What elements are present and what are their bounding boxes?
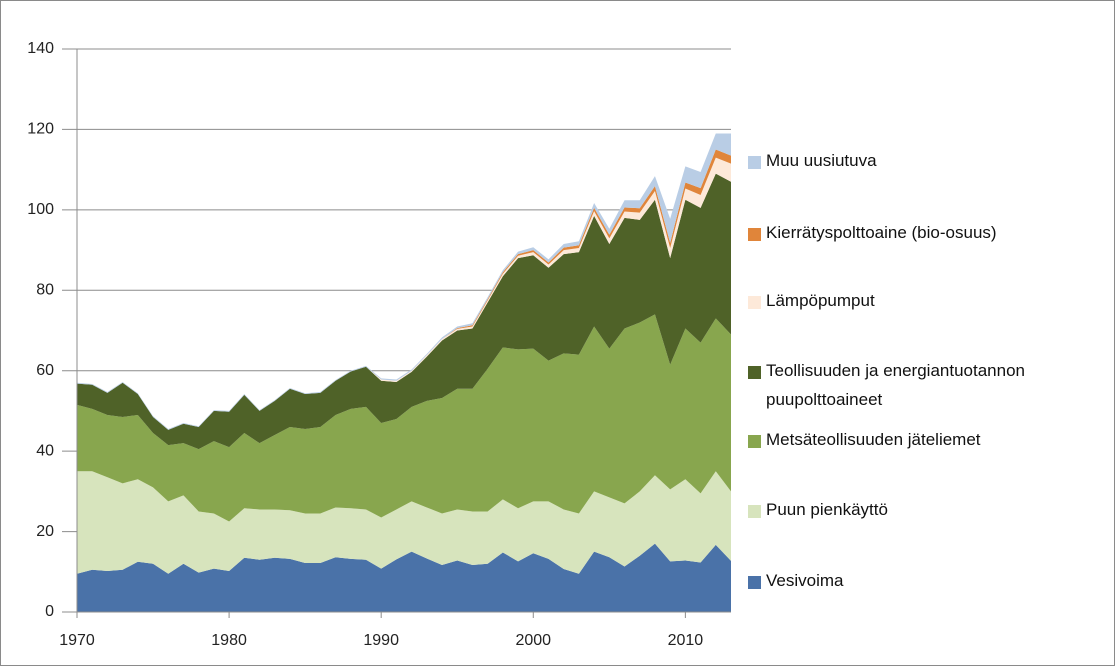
y-tick-label: 60: [36, 362, 54, 379]
legend-label: Vesivoima: [766, 571, 844, 590]
area: [77, 173, 731, 450]
legend-swatch: [748, 296, 761, 309]
legend-swatch: [748, 228, 761, 241]
legend-item: Kierrätyspolttoaine (bio-osuus): [748, 223, 1111, 247]
y-tick-label: 120: [27, 121, 54, 138]
area: [77, 543, 731, 612]
legend-item: Puun pienkäyttö: [748, 500, 1111, 524]
area: [77, 314, 731, 522]
y-tick-label: 140: [27, 40, 54, 57]
legend-label: Metsäteollisuuden jäteliemet: [766, 430, 981, 449]
legend-swatch: [748, 435, 761, 448]
legend-item: Muu uusiutuva: [748, 151, 1111, 175]
legend-label: Teollisuuden ja energiantuotannon puupol…: [766, 361, 1025, 409]
area: [77, 133, 731, 430]
x-tick-label: 1980: [211, 632, 247, 649]
legend-swatch: [748, 505, 761, 518]
legend-swatch: [748, 366, 761, 379]
x-tick-label: 1990: [363, 632, 399, 649]
legend-item: Vesivoima: [748, 571, 1111, 595]
legend-label: Muu uusiutuva: [766, 151, 877, 170]
legend-label: Puun pienkäyttö: [766, 500, 888, 519]
legend-swatch: [748, 156, 761, 169]
x-tick-label: 2000: [515, 632, 551, 649]
legend-swatch: [748, 576, 761, 589]
area: [77, 471, 731, 574]
y-tick-label: 40: [36, 442, 54, 459]
y-tick-label: 80: [36, 282, 54, 299]
legend-item: Teollisuuden ja energiantuotannon puupol…: [748, 361, 1111, 414]
legend-label: Lämpöpumput: [766, 291, 875, 310]
y-tick-label: 100: [27, 201, 54, 218]
legend-label: Kierrätyspolttoaine (bio-osuus): [766, 223, 997, 242]
y-tick-label: 20: [36, 523, 54, 540]
x-tick-label: 1970: [59, 632, 95, 649]
legend-item: Lämpöpumput: [748, 291, 1111, 315]
y-tick-label: 0: [45, 603, 54, 620]
x-tick-label: 2010: [668, 632, 704, 649]
legend-item: Metsäteollisuuden jäteliemet: [748, 430, 1111, 454]
